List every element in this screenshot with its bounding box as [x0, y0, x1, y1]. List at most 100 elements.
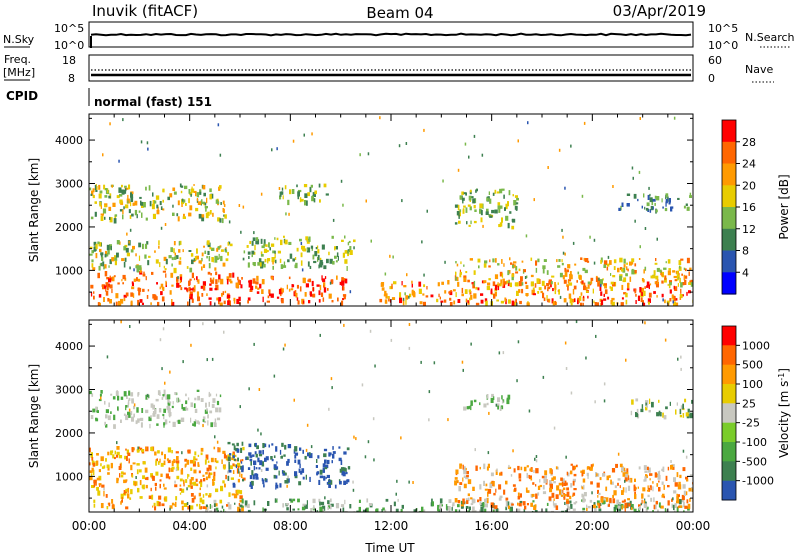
power-cell: [140, 200, 142, 206]
velocity-cell: [596, 500, 600, 505]
velocity-cell: [145, 484, 148, 489]
power-cell: [312, 192, 316, 197]
velocity-cell: [224, 510, 227, 512]
velocity-cell: [283, 454, 286, 457]
power-cell: [110, 246, 112, 251]
power-cell: [207, 271, 211, 275]
power-cell: [524, 276, 527, 279]
velocity-cell: [463, 470, 467, 475]
power-cell: [570, 144, 572, 148]
power-cell: [138, 242, 142, 248]
velocity-colorbar-tick-label: -1000: [742, 475, 774, 488]
velocity-cell: [213, 446, 216, 450]
power-cell: [206, 255, 208, 259]
velocity-cell: [200, 447, 204, 452]
power-cell: [510, 262, 513, 265]
velocity-cell: [341, 467, 345, 471]
power-cell: [178, 260, 182, 265]
velocity-colorbar-tick-label: -100: [742, 436, 767, 449]
power-cell: [249, 240, 252, 244]
power-cell: [99, 201, 102, 207]
velocity-cell: [280, 456, 283, 459]
velocity-cell: [292, 508, 295, 511]
velocity-cell: [148, 416, 152, 422]
power-cell: [102, 153, 104, 157]
power-cell: [288, 241, 292, 245]
velocity-cell: [678, 505, 680, 508]
power-cell: [125, 187, 129, 190]
power-cell: [191, 186, 193, 189]
velocity-cell: [582, 510, 585, 512]
power-cell: [188, 250, 192, 252]
power-cell: [139, 271, 143, 275]
velocity-cell: [612, 498, 616, 504]
power-cell: [643, 269, 645, 274]
power-cell: [461, 197, 465, 201]
power-cell: [201, 216, 205, 222]
velocity-cell: [174, 503, 177, 507]
power-cell: [690, 282, 693, 287]
power-cell: [224, 214, 227, 219]
power-cell: [392, 255, 394, 259]
velocity-colorbar-tick-label: -25: [742, 417, 760, 430]
power-cell: [423, 273, 425, 277]
power-cell: [147, 147, 149, 151]
power-cell: [488, 191, 490, 195]
power-cell: [214, 267, 217, 271]
velocity-cell: [207, 507, 209, 511]
velocity-cell: [157, 461, 160, 465]
power-cell: [299, 286, 302, 292]
velocity-cell: [194, 408, 198, 413]
velocity-cell: [224, 483, 226, 488]
velocity-cell: [679, 408, 682, 415]
power-cell: [534, 283, 537, 288]
velocity-cell: [332, 453, 335, 459]
velocity-cell: [300, 470, 303, 475]
power-cell: [497, 285, 500, 291]
power-cell: [401, 281, 403, 286]
velocity-cell: [658, 487, 661, 492]
velocity-cell: [236, 448, 240, 453]
velocity-cell: [186, 502, 189, 505]
power-cell: [673, 116, 676, 120]
power-cell: [452, 289, 456, 292]
velocity-cell: [679, 474, 682, 479]
velocity-cell: [227, 470, 229, 474]
power-cell: [458, 214, 460, 219]
power-cell: [526, 293, 528, 297]
velocity-cell: [506, 501, 510, 507]
velocity-cell: [174, 392, 177, 395]
power-cell: [523, 269, 526, 273]
power-cell: [568, 293, 572, 299]
power-cell: [486, 197, 489, 201]
power-cell: [634, 288, 637, 294]
power-cell: [137, 278, 141, 282]
power-cell: [225, 258, 229, 262]
power-cell: [586, 260, 590, 263]
power-cell: [499, 271, 503, 277]
power-cell: [312, 287, 314, 292]
velocity-colorbar-swatch: [722, 461, 736, 482]
power-cell: [450, 290, 452, 293]
power-cell: [680, 258, 684, 261]
velocity-cell: [115, 454, 119, 458]
velocity-cell: [273, 455, 276, 458]
power-cell: [178, 249, 181, 253]
power-cell: [293, 294, 297, 297]
power-cell: [121, 189, 125, 195]
power-cell: [300, 252, 303, 258]
velocity-cell: [484, 488, 488, 491]
power-cell: [217, 123, 220, 127]
velocity-cell: [661, 494, 665, 498]
velocity-cell: [167, 394, 171, 400]
velocity-cell: [209, 510, 212, 512]
velocity-cell: [486, 497, 489, 504]
power-cell: [515, 202, 519, 205]
power-cell: [111, 184, 113, 188]
velocity-cell: [310, 445, 313, 449]
power-cell: [90, 193, 93, 196]
power-cell: [589, 235, 591, 239]
velocity-cell: [342, 471, 346, 474]
velocity-cell: [603, 497, 606, 501]
